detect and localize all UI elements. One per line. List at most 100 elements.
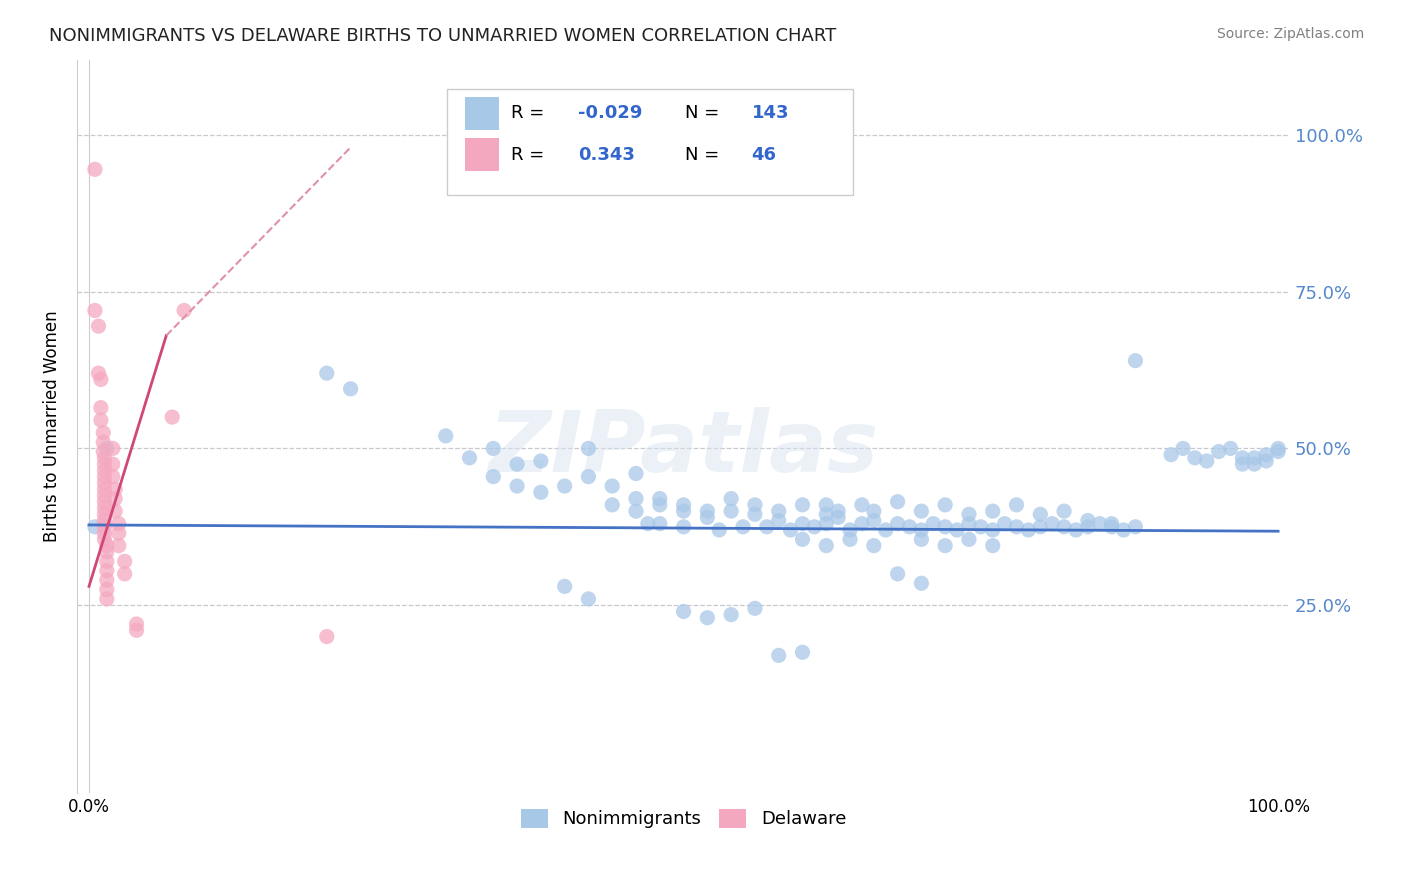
Point <box>720 491 742 506</box>
Point <box>482 469 505 483</box>
Point <box>96 582 118 597</box>
Point <box>96 442 118 456</box>
Point <box>101 457 124 471</box>
Point <box>104 504 127 518</box>
Point <box>910 504 932 518</box>
FancyBboxPatch shape <box>447 89 853 195</box>
Point <box>970 520 993 534</box>
Point <box>96 573 118 587</box>
Point <box>107 526 129 541</box>
Legend: Nonimmigrants, Delaware: Nonimmigrants, Delaware <box>513 802 853 836</box>
Point <box>851 516 873 531</box>
Point <box>792 533 814 547</box>
Point <box>731 520 754 534</box>
Text: 0.343: 0.343 <box>578 146 636 164</box>
Point <box>107 539 129 553</box>
Text: NONIMMIGRANTS VS DELAWARE BIRTHS TO UNMARRIED WOMEN CORRELATION CHART: NONIMMIGRANTS VS DELAWARE BIRTHS TO UNMA… <box>49 27 837 45</box>
Point <box>934 520 956 534</box>
Point <box>93 469 115 483</box>
Point <box>1243 450 1265 465</box>
Point <box>114 554 136 568</box>
Point <box>125 624 148 638</box>
Point <box>1053 520 1076 534</box>
Point <box>125 617 148 632</box>
Point <box>93 488 115 502</box>
Point <box>898 520 921 534</box>
Point <box>886 494 908 508</box>
Point <box>101 442 124 456</box>
Point <box>93 494 115 508</box>
Point <box>910 576 932 591</box>
Point <box>1101 520 1123 534</box>
Point <box>91 425 114 440</box>
Point <box>96 554 118 568</box>
Point <box>578 442 600 456</box>
Text: 46: 46 <box>751 146 776 164</box>
Text: -0.029: -0.029 <box>578 104 643 122</box>
Point <box>1184 450 1206 465</box>
Point <box>792 516 814 531</box>
Point <box>600 498 623 512</box>
Point <box>96 539 118 553</box>
Point <box>672 498 695 512</box>
Point <box>648 498 671 512</box>
Point <box>173 303 195 318</box>
Point <box>709 523 731 537</box>
Point <box>768 648 790 663</box>
Point <box>934 539 956 553</box>
Text: R =: R = <box>512 104 550 122</box>
Point <box>744 498 766 512</box>
Point <box>875 523 897 537</box>
Point <box>696 611 718 625</box>
FancyBboxPatch shape <box>465 138 499 171</box>
Point <box>93 501 115 516</box>
Point <box>624 491 647 506</box>
Point <box>1195 454 1218 468</box>
Point <box>87 366 110 380</box>
Point <box>578 591 600 606</box>
Text: N =: N = <box>685 146 724 164</box>
Point <box>1005 498 1028 512</box>
Point <box>93 457 115 471</box>
Point <box>1053 504 1076 518</box>
Point <box>1040 516 1063 531</box>
Point <box>981 539 1004 553</box>
Point <box>862 514 884 528</box>
Point <box>815 508 838 522</box>
Point <box>530 485 553 500</box>
Point <box>506 457 529 471</box>
Point <box>554 479 576 493</box>
Point <box>862 539 884 553</box>
Point <box>93 475 115 490</box>
FancyBboxPatch shape <box>465 96 499 129</box>
Point <box>84 520 107 534</box>
Point <box>768 504 790 518</box>
Point <box>981 523 1004 537</box>
Point <box>1077 520 1099 534</box>
Point <box>779 523 801 537</box>
Point <box>648 516 671 531</box>
Point <box>803 520 825 534</box>
Point <box>339 382 361 396</box>
Point <box>107 516 129 531</box>
Point <box>482 442 505 456</box>
Point <box>101 469 124 483</box>
Point <box>994 516 1017 531</box>
Point <box>744 601 766 615</box>
Point <box>1232 450 1254 465</box>
Point <box>624 504 647 518</box>
Point <box>1256 454 1278 468</box>
Point <box>839 523 862 537</box>
Point <box>672 605 695 619</box>
Point <box>792 498 814 512</box>
Point <box>1077 514 1099 528</box>
Point <box>815 498 838 512</box>
Point <box>648 491 671 506</box>
Point <box>839 533 862 547</box>
Point <box>93 450 115 465</box>
Point <box>104 482 127 496</box>
Point <box>1243 457 1265 471</box>
Text: Source: ZipAtlas.com: Source: ZipAtlas.com <box>1216 27 1364 41</box>
Point <box>755 520 778 534</box>
Point <box>458 450 481 465</box>
